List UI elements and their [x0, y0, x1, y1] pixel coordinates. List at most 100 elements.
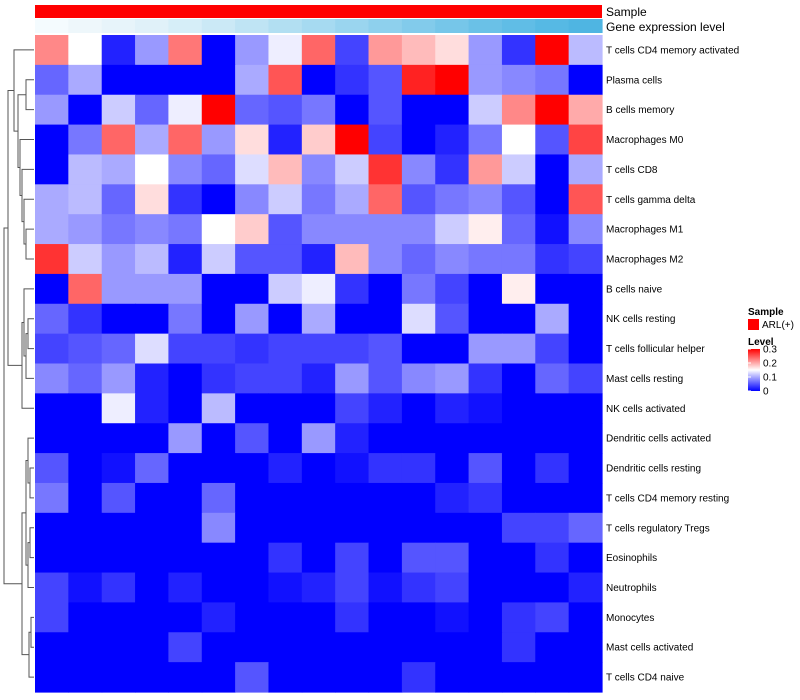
heatmap-cell — [535, 363, 570, 394]
heatmap-cell — [135, 662, 170, 693]
heatmap-cell — [101, 273, 136, 305]
heatmap-cell — [335, 273, 370, 305]
heatmap-cell — [35, 423, 69, 454]
heatmap-cell — [235, 482, 270, 514]
heatmap-cell — [535, 512, 570, 544]
heatmap-cell — [101, 662, 136, 693]
heatmap-cell — [401, 453, 436, 484]
heatmap-cell — [335, 482, 370, 514]
heatmap-cell — [135, 124, 170, 156]
dendrogram-branch — [25, 228, 34, 260]
heatmap-cell — [568, 244, 603, 275]
heatmap-cell — [235, 124, 270, 156]
heatmap-cell — [68, 482, 103, 514]
heatmap-cell — [335, 333, 370, 365]
row-label: Monocytes — [606, 613, 654, 624]
heatmap-cell — [235, 184, 270, 215]
heatmap-cell — [35, 64, 69, 96]
expression-level-cell — [435, 19, 470, 33]
heatmap-cell — [368, 244, 403, 275]
row-label: T cells CD4 memory activated — [606, 45, 739, 56]
row-label: Dendritic cells resting — [606, 464, 701, 475]
heatmap-cell — [168, 214, 203, 245]
heatmap-cell — [335, 632, 370, 663]
heatmap-cell — [335, 154, 370, 185]
heatmap-cell — [168, 482, 203, 514]
heatmap-cell — [168, 632, 203, 663]
heatmap-cell — [468, 184, 503, 215]
heatmap-cell — [135, 363, 170, 394]
heatmap-cell — [201, 64, 236, 96]
heatmap-cell — [168, 453, 203, 484]
dendrogram-branch — [29, 527, 34, 559]
heatmap-cell — [68, 393, 103, 424]
heatmap-cell — [401, 632, 436, 663]
heatmap-cell — [468, 273, 503, 305]
heatmap-cell — [335, 244, 370, 275]
heatmap-cell — [501, 512, 536, 544]
heatmap-cell — [201, 363, 236, 394]
heatmap-cell — [401, 214, 436, 245]
heatmap-cell — [335, 542, 370, 574]
heatmap-cell — [535, 64, 570, 96]
heatmap-cell — [568, 423, 603, 454]
heatmap-cell — [168, 542, 203, 574]
heatmap-cell — [235, 154, 270, 185]
heatmap-cell — [501, 453, 536, 484]
heatmap-cell — [401, 602, 436, 633]
heatmap-cell — [501, 662, 536, 693]
heatmap-cell — [435, 273, 470, 305]
heatmap-cell — [201, 303, 236, 335]
heatmap-cell — [268, 512, 303, 544]
heatmap-cell — [268, 124, 303, 156]
heatmap-cell — [268, 94, 303, 126]
heatmap-cell — [68, 572, 103, 604]
heatmap-cell — [335, 662, 370, 693]
heatmap-cell — [135, 542, 170, 574]
heatmap-cell — [401, 35, 436, 66]
heatmap-cell — [335, 184, 370, 215]
heatmap-cell — [68, 333, 103, 365]
heatmap-cell — [468, 512, 503, 544]
heatmap-cell — [301, 214, 336, 245]
heatmap-cell — [168, 35, 203, 66]
heatmap-cell — [335, 124, 370, 156]
heatmap-cell — [535, 94, 570, 126]
row-dendrogram — [3, 49, 34, 678]
heatmap-cell — [301, 333, 336, 365]
heatmap-cell — [401, 333, 436, 365]
heatmap-cell — [301, 453, 336, 484]
heatmap-cell — [535, 124, 570, 156]
heatmap-cell — [101, 542, 136, 574]
row-label: T cells CD4 naive — [606, 673, 685, 684]
heatmap-cells — [35, 35, 603, 693]
heatmap-cell — [268, 662, 303, 693]
heatmap-cell — [535, 542, 570, 574]
row-label: T cells follicular helper — [606, 344, 705, 355]
heatmap-cell — [301, 244, 336, 275]
legend-level-gradient — [748, 349, 760, 391]
heatmap-cell — [401, 482, 436, 514]
heatmap-cell — [401, 154, 436, 185]
heatmap-cell — [568, 572, 603, 604]
heatmap-cell — [68, 453, 103, 484]
heatmap-cell — [435, 214, 470, 245]
heatmap-cell — [435, 35, 470, 66]
dendrogram-branch — [30, 616, 34, 648]
heatmap-cell — [435, 94, 470, 126]
heatmap-cell — [201, 35, 236, 66]
heatmap-cell — [568, 64, 603, 96]
heatmap-cell — [68, 423, 103, 454]
heatmap-cell — [535, 453, 570, 484]
legend-tick-label: 0.2 — [763, 359, 777, 370]
heatmap-cell — [568, 214, 603, 245]
heatmap-cell — [535, 35, 570, 66]
heatmap-cell — [335, 572, 370, 604]
heatmap-cell — [301, 632, 336, 663]
heatmap-cell — [368, 423, 403, 454]
heatmap-cell — [568, 154, 603, 185]
heatmap-cell — [268, 393, 303, 424]
heatmap-cell — [468, 363, 503, 394]
heatmap-cell — [101, 94, 136, 126]
heatmap-cell — [235, 423, 270, 454]
